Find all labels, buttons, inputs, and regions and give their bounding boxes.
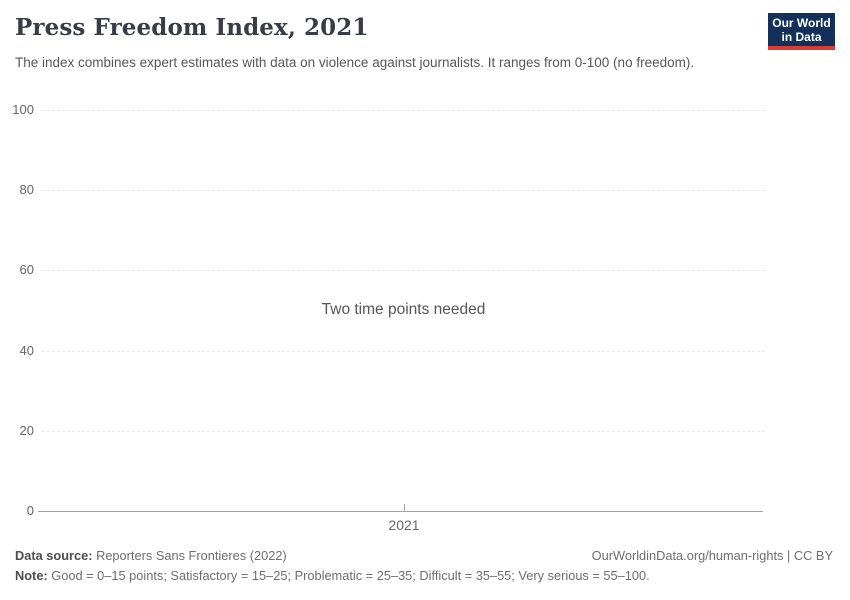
owid-logo-line2: in Data [781,29,822,44]
footer-rights-link[interactable]: OurWorldinData.org/human-rights | CC BY [591,548,833,563]
y-gridline [42,190,765,192]
y-gridline [42,350,765,352]
footer-datasource: Data source: Reporters Sans Frontieres (… [15,548,287,563]
note-label: Note: [15,568,52,583]
y-axis-tick-label: 100 [12,102,34,117]
empty-chart-message: Two time points needed [321,301,486,318]
y-axis-tick-label: 40 [19,342,34,358]
y-axis-tick-label: 80 [19,182,34,198]
y-axis-tick-label: 0 [26,503,34,518]
owid-logo[interactable]: Our World in Data [768,13,835,50]
x-axis-tick-label: 2021 [388,517,420,533]
datasource-value: Reporters Sans Frontieres (2022) [96,548,287,563]
footer-note: Note: Good = 0–15 points; Satisfactory =… [15,568,650,583]
y-gridline [42,110,765,111]
chart-title: Press Freedom Index, 2021 [15,14,369,41]
x-axis-line [38,511,763,512]
y-gridline [42,270,765,272]
chart-subtitle: The index combines expert estimates with… [15,55,695,70]
y-axis-tick-label: 60 [19,262,34,278]
datasource-label: Data source: [15,548,97,563]
owid-logo-line1: Our World [772,15,831,30]
x-axis-tick-mark [404,504,405,511]
note-value: Good = 0–15 points; Satisfactory = 15–25… [51,568,650,583]
y-gridline [42,430,765,432]
y-axis-tick-label: 20 [19,422,34,438]
